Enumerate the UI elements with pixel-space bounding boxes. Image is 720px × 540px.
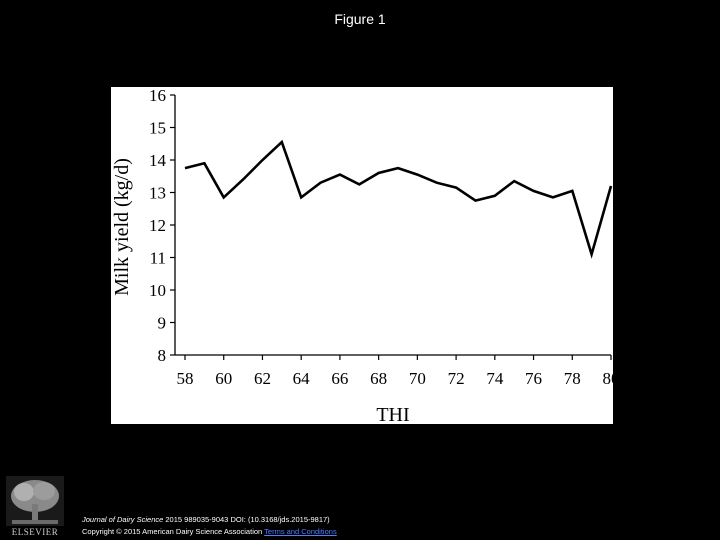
y-tick-label: 15: [149, 119, 166, 138]
x-tick-label: 80: [603, 369, 614, 388]
publisher-name: ELSEVIER: [11, 527, 59, 537]
series-line: [184, 139, 613, 259]
x-tick-label: 72: [448, 369, 465, 388]
x-tick-label: 60: [215, 369, 232, 388]
copyright-text: Copyright © 2015 American Dairy Science …: [82, 527, 263, 536]
x-tick-label: 74: [486, 369, 504, 388]
x-tick-label: 76: [525, 369, 542, 388]
slide-title: Figure 1: [334, 11, 386, 27]
y-tick-label: 8: [158, 346, 167, 365]
x-axis-title: THI: [376, 404, 409, 424]
x-tick-label: 66: [331, 369, 348, 388]
y-tick-label: 12: [149, 216, 166, 235]
y-tick-label: 10: [149, 281, 166, 300]
x-tick-label: 62: [254, 369, 271, 388]
journal-name: Journal of Dairy Science: [82, 515, 164, 524]
x-tick-label: 70: [409, 369, 426, 388]
x-tick-label: 78: [564, 369, 581, 388]
y-tick-label: 14: [149, 151, 167, 170]
x-axis-ticks: 58 60 62 64 66 68 70 72 74 76 78 80: [177, 355, 614, 388]
citation-line: Journal of Dairy Science 2015 989035-904…: [82, 515, 330, 524]
x-tick-label: 68: [370, 369, 387, 388]
elsevier-tree-logo: [6, 476, 64, 526]
citation-text: 2015 989035-9043 DOI: (10.3168/jds.2015-…: [163, 515, 330, 524]
y-tick-label: 9: [158, 314, 167, 333]
y-tick-label: 11: [150, 249, 166, 268]
x-tick-label: 58: [177, 369, 194, 388]
milk-yield-line-chart: 8 9 10 11 12 13 14 15 16 58 60 62 64 66 68 70 72 74 76 78 8…: [111, 87, 613, 424]
x-tick-label: 64: [293, 369, 311, 388]
y-tick-label: 16: [149, 87, 166, 105]
y-tick-label: 13: [149, 184, 166, 203]
chart-panel: 8 9 10 11 12 13 14 15 16 58 60 62 64 66 68 70 72 74 76 78 8…: [111, 87, 613, 424]
terms-and-conditions-link[interactable]: Terms and Conditions: [264, 527, 337, 536]
y-axis-title: Milk yield (kg/d): [111, 158, 133, 296]
copyright-line: Copyright © 2015 American Dairy Science …: [82, 527, 337, 536]
y-axis-ticks: 8 9 10 11 12 13 14 15 16: [149, 87, 175, 365]
